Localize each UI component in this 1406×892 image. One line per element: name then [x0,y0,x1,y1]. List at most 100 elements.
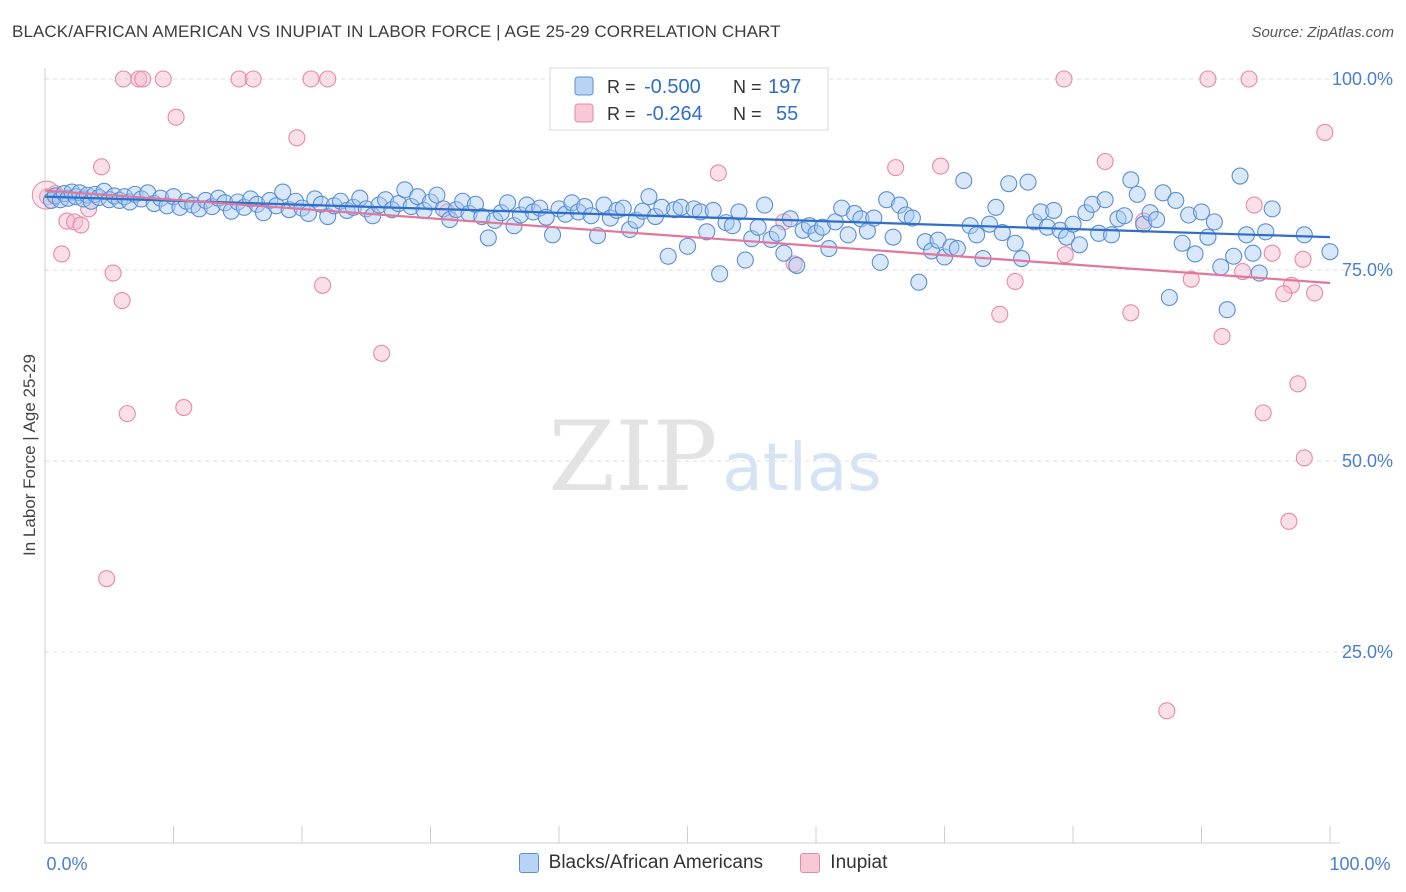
trend-lines [44,189,1331,285]
legend-n-value-1: 197 [768,76,801,98]
blacks-point [948,240,966,258]
blacks-point [479,229,497,247]
blacks-point [563,194,581,212]
watermark-zip: ZIP [548,401,717,513]
inupiat-point [1289,375,1307,393]
blacks-point [935,248,954,266]
inupiat-point [130,70,148,88]
legend-n-label-1: N = [733,77,762,97]
blacks-point [383,201,401,219]
inupiat-point [1158,702,1176,720]
blacks-point [1147,211,1166,229]
inupiat-point [1275,285,1293,303]
inupiat-point [72,216,90,234]
inupiat-point [1122,304,1140,322]
legend-n-label-2: N = [733,104,762,124]
blacks-point [428,186,446,204]
inupiat-point [244,70,262,88]
blacks-point [1122,171,1140,189]
x-tick-label-min: 0.0% [46,854,87,874]
blacks-point [274,183,292,201]
series-inupiat-points [31,70,1334,720]
blacks-point [698,223,716,241]
inupiat-point [1213,327,1231,346]
blacks-point [756,196,774,214]
blacks-point [666,201,684,219]
blacks-point [1205,213,1223,231]
blacks-point [409,188,427,206]
blacks-point [499,194,517,212]
blacks-point [544,226,562,244]
blacks-point [1013,249,1031,268]
inupiat-point [1006,272,1024,291]
blacks-point [614,199,632,217]
blacks-point [1083,195,1101,213]
inupiat-point [98,570,116,588]
inupiat-point [134,70,152,88]
inupiat-point [1295,449,1313,467]
chart-title: BLACK/AFRICAN AMERICAN VS INUPIAT IN LAB… [12,22,781,41]
blacks-point [640,188,658,206]
inupiat-point [1306,284,1324,302]
blacks-point [1160,288,1178,307]
trend-line-blacks [44,195,1331,239]
blacks-point [1154,184,1172,202]
legend-swatch-blacks [518,853,539,873]
legend-r-label-2: R = [607,104,636,124]
inupiat-point [53,245,71,263]
blacks-point [1295,226,1313,244]
legend-r-label-1: R = [607,77,636,97]
inupiat-point [1055,70,1073,88]
inupiat-point [167,108,185,126]
blacks-point [402,198,420,216]
blacks-point [878,191,896,209]
y-tick-label: 75.0% [1342,260,1393,280]
blacks-point [1199,228,1217,246]
blacks-point [955,172,973,190]
inupiat-point [154,70,172,88]
legend-r-value-1: -0.500 [644,76,701,98]
blacks-point [1180,206,1198,224]
watermark: ZIP atlas [548,401,881,513]
blacks-point [839,226,857,244]
blacks-point [1167,191,1185,210]
blacks-point [1115,207,1133,225]
blacks-point [492,204,510,222]
blacks-point [820,240,838,258]
blacks-point [807,224,825,242]
blacks-point [158,197,176,215]
blacks-point [1231,167,1249,185]
blacks-point [672,198,690,216]
inupiat-point [1280,512,1298,530]
legend-swatch-blue [574,76,594,96]
blacks-point [871,253,889,271]
legend-top: R = -0.500 N = 197 R = -0.264 N = 55 [549,67,829,131]
legend-label-inupiat: Inupiat [830,852,888,873]
x-tick-labels: 0.0% 100.0% [46,854,1390,874]
blacks-point [788,256,806,274]
blacks-point [678,237,697,255]
blacks-point [1096,191,1114,209]
inupiat-point [302,70,320,88]
inupiat-point [785,255,803,273]
legend-swatch-pink [574,103,594,123]
y-axis-label: In Labor Force | Age 25-29 [20,354,39,556]
inupiat-point [288,129,306,147]
blacks-point [884,228,902,246]
y-tick-label: 50.0% [1342,451,1393,471]
inupiat-point [1096,152,1114,171]
blacks-point [1186,245,1204,263]
inupiat-point [1263,244,1281,262]
blacks-point [711,265,729,283]
legend-item-inupiat: Inupiat [800,852,887,874]
blacks-point [1225,247,1243,265]
y-tick-label: 100.0% [1332,69,1393,89]
inupiat-point [114,70,132,88]
inupiat-point [118,405,136,423]
inupiat-point [92,158,111,176]
blacks-point [1244,244,1262,262]
blacks-point [1045,201,1063,219]
blacks-point [749,218,767,236]
blacks-point [1218,301,1236,319]
blacks-point [993,224,1011,242]
